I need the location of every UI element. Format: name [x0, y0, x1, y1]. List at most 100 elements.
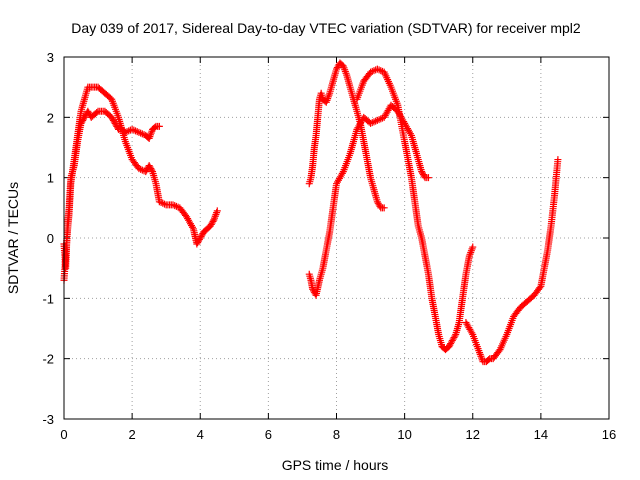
- data-point: [367, 68, 375, 76]
- y-tick-label: 0: [47, 231, 54, 246]
- data-point: [206, 222, 214, 230]
- data-point: [450, 334, 458, 342]
- data-point: [198, 231, 206, 239]
- data-point: [333, 64, 341, 72]
- data-point: [93, 109, 101, 117]
- data-point: [377, 115, 385, 123]
- data-point: [469, 243, 477, 251]
- data-point: [109, 115, 117, 123]
- data-point: [373, 198, 381, 206]
- data-point: [135, 128, 143, 136]
- data-point: [128, 125, 136, 133]
- data-point: [375, 201, 383, 209]
- data-point: [138, 130, 146, 138]
- plot-frame: [63, 56, 610, 420]
- data-point: [368, 67, 376, 75]
- data-point: [193, 240, 201, 248]
- data-point: [380, 204, 388, 212]
- data-point: [148, 166, 156, 174]
- data-point: [451, 332, 459, 340]
- data-point: [377, 67, 385, 75]
- data-point: [171, 202, 179, 210]
- data-point: [448, 337, 456, 345]
- data-point: [370, 118, 378, 126]
- data-point: [113, 122, 121, 130]
- data-point: [370, 67, 378, 75]
- x-tick-label: 8: [333, 427, 340, 442]
- x-tick-label: 6: [265, 427, 272, 442]
- data-point: [197, 232, 205, 240]
- data-point: [147, 165, 155, 173]
- grid-lines: [64, 57, 609, 419]
- data-point: [145, 162, 153, 170]
- data-point: [108, 113, 116, 121]
- data-point: [84, 107, 92, 115]
- data-point: [208, 219, 216, 227]
- y-tick-label: -2: [42, 352, 54, 367]
- data-point: [196, 234, 204, 242]
- data-point: [418, 168, 426, 176]
- chart-title: Day 039 of 2017, Sidereal Day-to-day VTE…: [71, 20, 581, 36]
- data-point: [155, 198, 163, 206]
- x-tick-label: 2: [129, 427, 136, 442]
- data-point: [447, 338, 455, 346]
- y-tick-label: 3: [47, 50, 54, 65]
- data-point: [372, 117, 380, 125]
- point-series-1: [60, 107, 163, 272]
- data-point: [375, 116, 383, 124]
- y-tick-label: 2: [47, 110, 54, 125]
- data-point: [445, 343, 453, 351]
- data-point: [137, 165, 145, 173]
- x-tick-label: 10: [397, 427, 411, 442]
- data-point: [209, 217, 217, 225]
- data-point: [554, 156, 562, 164]
- data-point: [375, 66, 383, 74]
- point-series-5: [353, 65, 477, 354]
- data-point: [419, 171, 427, 179]
- data-point: [373, 65, 381, 73]
- data-point: [188, 223, 196, 231]
- data-point: [449, 335, 457, 343]
- data-point: [172, 202, 180, 210]
- y-tick-label: -3: [42, 412, 54, 427]
- y-tick-label: -1: [42, 291, 54, 306]
- x-tick-label: 0: [60, 427, 67, 442]
- data-point: [125, 127, 133, 135]
- point-series-3: [305, 59, 388, 212]
- data-point: [207, 220, 215, 228]
- data-point: [419, 169, 427, 177]
- data-point: [159, 199, 167, 207]
- data-point: [194, 239, 202, 247]
- point-series-6: [462, 156, 562, 366]
- data-point: [446, 341, 454, 349]
- x-tick-label: 16: [602, 427, 616, 442]
- data-point: [333, 65, 340, 73]
- data-point: [468, 329, 476, 337]
- data-point: [132, 127, 140, 135]
- point-series-2: [60, 83, 221, 284]
- data-point: [424, 174, 432, 182]
- data-point: [157, 199, 165, 207]
- data-point: [155, 122, 163, 130]
- data-point: [374, 199, 382, 207]
- data-point: [367, 119, 375, 127]
- data-point: [130, 126, 138, 134]
- data-point: [213, 207, 221, 215]
- data-point: [160, 200, 168, 208]
- data-point: [373, 116, 381, 124]
- data-point: [368, 119, 376, 127]
- data-point: [536, 284, 544, 292]
- x-tick-label: 14: [534, 427, 548, 442]
- data-point: [142, 168, 150, 176]
- data-point: [338, 169, 346, 177]
- data-point: [406, 130, 414, 138]
- data-point: [137, 129, 145, 137]
- data-point: [195, 236, 203, 244]
- data-point: [195, 237, 203, 245]
- data-point: [133, 128, 141, 136]
- data-point: [146, 163, 154, 171]
- x-tick-label: 12: [466, 427, 480, 442]
- data-point: [109, 116, 117, 124]
